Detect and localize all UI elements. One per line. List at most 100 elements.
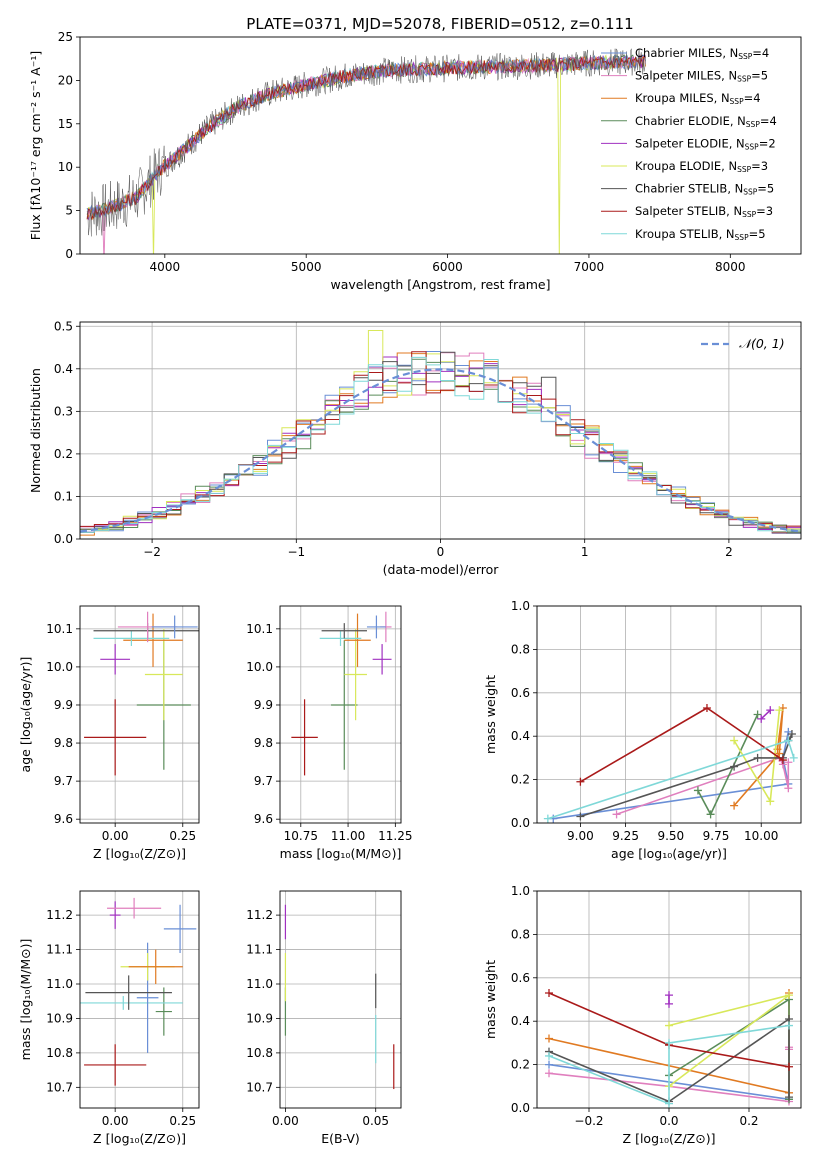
axes-frame bbox=[536, 605, 802, 824]
weight-point-marker bbox=[787, 730, 796, 739]
x-axis-label: Z [log₁₀(Z/Z⊙)] bbox=[93, 1131, 186, 1146]
axes-frame bbox=[79, 36, 802, 255]
plot-area bbox=[543, 703, 798, 823]
y-tick-label: 10.1 bbox=[46, 622, 73, 636]
legend-subscript: SSP bbox=[737, 75, 752, 84]
residuals-panel: −2 −1 0 1 2 0.0 0.1 0.2 0.3 0.4 0.5 (data-model)/er… bbox=[28, 319, 802, 577]
x-tick-label: 9.75 bbox=[703, 829, 730, 843]
weight-vs-age-panel: 9.00 9.25 9.50 9.75 10.00 0.0 0.2 0.4 0.6 0.8 1.0 a… bbox=[483, 599, 802, 861]
y-tick-label: 9.8 bbox=[54, 736, 73, 750]
x-axis-label: E(B-V) bbox=[321, 1131, 360, 1146]
y-tick-label: 25 bbox=[58, 30, 73, 44]
x-tick-label: 6000 bbox=[432, 260, 463, 274]
weight-point-marker bbox=[665, 999, 673, 1008]
plot-area bbox=[80, 330, 801, 536]
legend-suffix: =3 bbox=[751, 159, 768, 173]
y-tick-label: 10.9 bbox=[46, 1011, 73, 1025]
plot-area bbox=[84, 611, 199, 776]
weight-point-marker bbox=[785, 1093, 793, 1102]
y-axis-label: age [log₁₀(age/yr)] bbox=[18, 657, 33, 773]
x-tick-label: 9.25 bbox=[612, 829, 639, 843]
x-tick-label: 0.25 bbox=[169, 1114, 196, 1128]
observed-spectrum-line bbox=[86, 48, 646, 237]
y-tick-label: 11.1 bbox=[246, 943, 273, 957]
y-tick-label: 0.4 bbox=[54, 362, 73, 376]
legend-subscript: SSP bbox=[742, 210, 757, 219]
y-tick-label: 10.0 bbox=[246, 660, 273, 674]
axes-frame bbox=[79, 890, 200, 1109]
y-tick-label: 0.6 bbox=[511, 686, 530, 700]
y-tick-label: 0.2 bbox=[511, 1058, 530, 1072]
weight-point-marker bbox=[665, 1099, 673, 1108]
weight-point-marker bbox=[665, 1038, 673, 1047]
axes-frame bbox=[279, 605, 402, 824]
y-tick-label: 0.8 bbox=[511, 927, 530, 941]
histogram-step bbox=[80, 356, 801, 533]
weight-point-marker bbox=[775, 706, 784, 715]
x-tick-label: −1 bbox=[287, 545, 305, 559]
y-tick-label: 0.0 bbox=[511, 816, 530, 830]
legend-suffix: =5 bbox=[749, 227, 766, 241]
y-axis-label: mass weight bbox=[483, 960, 498, 1039]
weight-point-marker bbox=[665, 991, 673, 1000]
x-tick-label: 0.2 bbox=[739, 1114, 758, 1128]
x-axis-label: Z [log₁₀(Z/Z⊙)] bbox=[93, 846, 186, 861]
y-tick-label: 0.8 bbox=[511, 642, 530, 656]
axes-frame bbox=[279, 890, 402, 1109]
spectrum-panel: 4000 5000 6000 7000 8000 0 5 10 15 20 25 wavelength… bbox=[28, 30, 802, 292]
weight-point-marker bbox=[576, 777, 585, 786]
legend-subscript: SSP bbox=[743, 188, 758, 197]
weight-point-marker bbox=[753, 753, 762, 762]
spectrum-line bbox=[86, 55, 646, 221]
y-axis-label: mass [log₁₀(M/M⊙)] bbox=[18, 939, 33, 1061]
weight-point-marker bbox=[706, 810, 715, 819]
weight-point-marker bbox=[775, 749, 784, 758]
legend-entry: Salpeter ELODIE, NSSP=2 bbox=[635, 136, 776, 151]
legend-suffix: =5 bbox=[751, 69, 768, 83]
y-tick-label: 9.9 bbox=[54, 698, 73, 712]
legend-entry: Chabrier STELIB, NSSP=5 bbox=[635, 182, 774, 197]
y-tick-label: 9.9 bbox=[254, 698, 273, 712]
axes-frame bbox=[79, 321, 802, 540]
legend-suffix: =4 bbox=[744, 91, 761, 105]
weight-point-marker bbox=[543, 814, 552, 823]
mass-vs-metallicity-panel: 0.00 0.25 10.7 10.8 10.9 11.0 11.1 11.2 Z [log₁₀… bbox=[18, 890, 200, 1146]
weight-series-line bbox=[616, 756, 790, 816]
figure-title: PLATE=0371, MJD=52078, FIBERID=0512, z=0… bbox=[246, 15, 633, 33]
x-tick-label: 0 bbox=[437, 545, 445, 559]
y-tick-label: 9.7 bbox=[254, 774, 273, 788]
plot-area bbox=[545, 988, 793, 1108]
plot-area bbox=[291, 611, 392, 776]
y-tick-label: 0.3 bbox=[54, 404, 73, 418]
weight-point-marker bbox=[785, 1062, 793, 1071]
legend-suffix: =4 bbox=[752, 46, 769, 60]
weight-point-marker bbox=[757, 714, 766, 723]
legend-subscript: SSP bbox=[737, 165, 752, 174]
y-tick-label: 0.0 bbox=[54, 532, 73, 546]
x-axis-label: Z [log₁₀(Z/Z⊙)] bbox=[623, 1131, 716, 1146]
y-tick-label: 20 bbox=[58, 73, 73, 87]
weight-series-line bbox=[548, 1024, 790, 1105]
weight-series-line bbox=[548, 1017, 790, 1103]
y-tick-label: 9.7 bbox=[54, 774, 73, 788]
weight-point-marker bbox=[789, 753, 798, 762]
y-tick-label: 11.2 bbox=[246, 908, 273, 922]
x-axis-label: age [log₁₀(age/yr)] bbox=[611, 846, 727, 861]
weight-series-line bbox=[760, 709, 771, 720]
y-tick-label: 0.5 bbox=[54, 319, 73, 333]
age-vs-mass-panel: 10.75 11.00 11.25 9.6 9.7 9.8 9.9 10.0 10.1 mass … bbox=[246, 605, 413, 861]
y-tick-label: 0.4 bbox=[511, 1014, 530, 1028]
x-tick-label: 10.75 bbox=[284, 829, 318, 843]
weight-point-marker bbox=[785, 991, 793, 1000]
x-axis-label: mass [log₁₀(M/M⊙)] bbox=[280, 846, 402, 861]
weight-point-marker bbox=[612, 810, 621, 819]
legend-suffix: =3 bbox=[756, 204, 773, 218]
y-tick-label: 10.0 bbox=[46, 660, 73, 674]
y-tick-label: 10.8 bbox=[246, 1046, 273, 1060]
y-tick-label: 10.7 bbox=[246, 1080, 273, 1094]
legend-entry: Chabrier MILES, NSSP=4 bbox=[635, 46, 769, 61]
y-tick-label: 0.6 bbox=[511, 971, 530, 985]
legend-entry: Chabrier ELODIE, NSSP=4 bbox=[635, 114, 777, 129]
x-tick-label: 1 bbox=[581, 545, 589, 559]
